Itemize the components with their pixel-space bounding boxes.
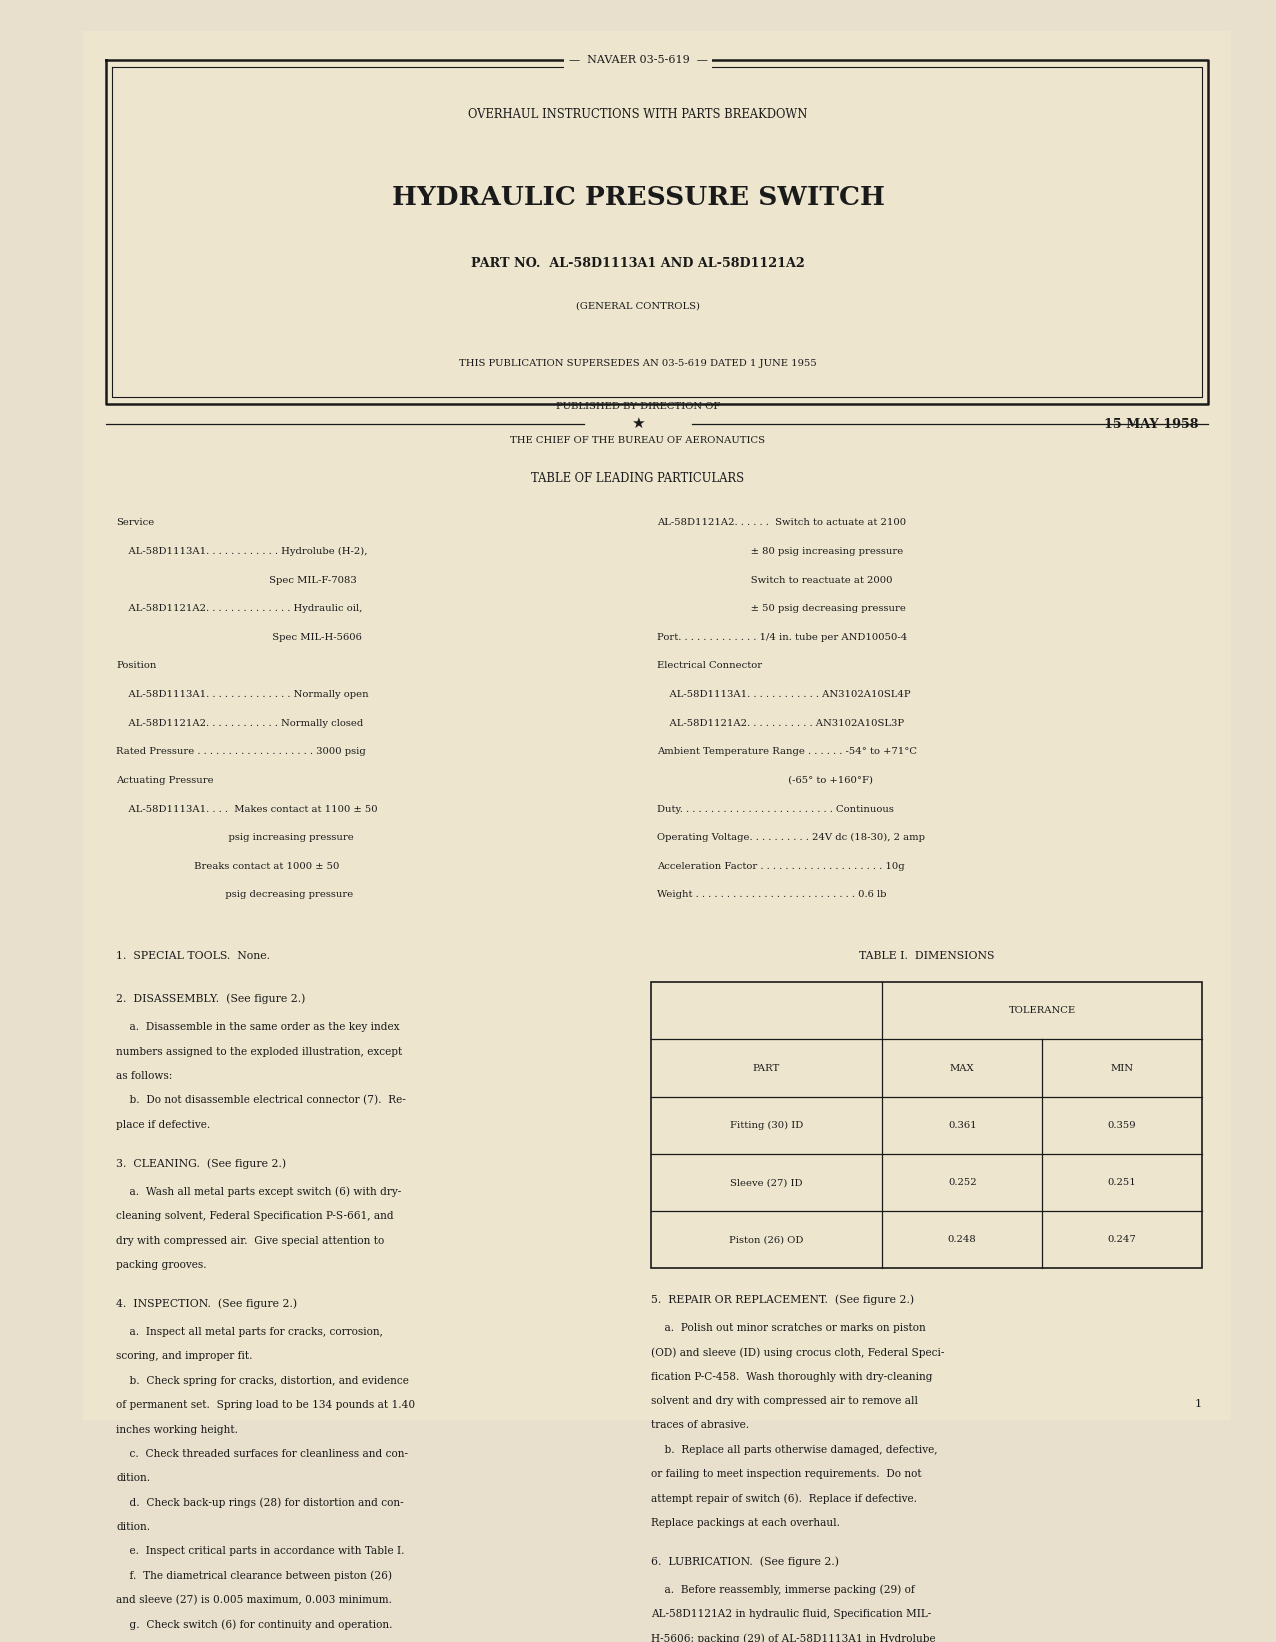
Text: traces of abrasive.: traces of abrasive. <box>651 1420 749 1430</box>
Text: Sleeve (27) ID: Sleeve (27) ID <box>730 1177 803 1187</box>
Text: numbers assigned to the exploded illustration, except: numbers assigned to the exploded illustr… <box>116 1046 402 1056</box>
Text: Operating Voltage. . . . . . . . . . 24V dc (18-30), 2 amp: Operating Voltage. . . . . . . . . . 24V… <box>657 832 925 842</box>
Text: Actuating Pressure: Actuating Pressure <box>116 777 214 785</box>
Text: 3.  CLEANING.  (See figure 2.): 3. CLEANING. (See figure 2.) <box>116 1158 286 1169</box>
Text: (OD) and sleeve (ID) using crocus cloth, Federal Speci-: (OD) and sleeve (ID) using crocus cloth,… <box>651 1346 944 1358</box>
Text: e.  Inspect critical parts in accordance with Table I.: e. Inspect critical parts in accordance … <box>116 1547 404 1557</box>
Text: AL-58D1121A2 in hydraulic fluid, Specification MIL-: AL-58D1121A2 in hydraulic fluid, Specifi… <box>651 1609 931 1619</box>
Text: OVERHAUL INSTRUCTIONS WITH PARTS BREAKDOWN: OVERHAUL INSTRUCTIONS WITH PARTS BREAKDO… <box>468 108 808 122</box>
Text: 0.251: 0.251 <box>1108 1177 1137 1187</box>
Text: AL-58D1113A1. . . . . . . . . . . . Hydrolube (H-2),: AL-58D1113A1. . . . . . . . . . . . Hydr… <box>116 547 367 557</box>
Text: PART: PART <box>753 1064 780 1072</box>
Text: 0.359: 0.359 <box>1108 1121 1137 1130</box>
Text: a.  Disassemble in the same order as the key index: a. Disassemble in the same order as the … <box>116 1023 399 1033</box>
Text: fication P-C-458.  Wash thoroughly with dry-cleaning: fication P-C-458. Wash thoroughly with d… <box>651 1371 933 1381</box>
Text: (GENERAL CONTROLS): (GENERAL CONTROLS) <box>575 302 701 310</box>
Text: 4.  INSPECTION.  (See figure 2.): 4. INSPECTION. (See figure 2.) <box>116 1299 297 1309</box>
Text: Electrical Connector: Electrical Connector <box>657 662 762 670</box>
Text: dry with compressed air.  Give special attention to: dry with compressed air. Give special at… <box>116 1235 384 1246</box>
Text: Replace packings at each overhaul.: Replace packings at each overhaul. <box>651 1517 840 1527</box>
Text: Acceleration Factor . . . . . . . . . . . . . . . . . . . . 10g: Acceleration Factor . . . . . . . . . . … <box>657 862 905 870</box>
Text: H-5606; packing (29) of AL-58D1113A1 in Hydrolube: H-5606; packing (29) of AL-58D1113A1 in … <box>651 1634 935 1642</box>
Text: Spec MIL-F-7083: Spec MIL-F-7083 <box>116 576 357 585</box>
Text: THE CHIEF OF THE BUREAU OF AERONAUTICS: THE CHIEF OF THE BUREAU OF AERONAUTICS <box>510 437 766 445</box>
Text: ★: ★ <box>632 417 644 432</box>
Text: 0.361: 0.361 <box>948 1121 976 1130</box>
Text: Position: Position <box>116 662 157 670</box>
Text: attempt repair of switch (6).  Replace if defective.: attempt repair of switch (6). Replace if… <box>651 1493 916 1504</box>
Text: AL-58D1121A2. . . . . . . . . . . . Normally closed: AL-58D1121A2. . . . . . . . . . . . Norm… <box>116 719 364 727</box>
Text: —  NAVAER 03-5-619  —: — NAVAER 03-5-619 — <box>569 56 707 66</box>
Text: and sleeve (27) is 0.005 maximum, 0.003 minimum.: and sleeve (27) is 0.005 maximum, 0.003 … <box>116 1594 392 1606</box>
Text: c.  Check threaded surfaces for cleanliness and con-: c. Check threaded surfaces for cleanline… <box>116 1448 408 1458</box>
Text: psig decreasing pressure: psig decreasing pressure <box>116 890 353 900</box>
Text: 0.252: 0.252 <box>948 1177 976 1187</box>
Text: packing grooves.: packing grooves. <box>116 1259 207 1269</box>
Text: Piston (26) OD: Piston (26) OD <box>730 1235 804 1245</box>
Text: dition.: dition. <box>116 1473 151 1483</box>
Text: g.  Check switch (6) for continuity and operation.: g. Check switch (6) for continuity and o… <box>116 1619 393 1631</box>
Text: AL-58D1121A2. . . . . .  Switch to actuate at 2100: AL-58D1121A2. . . . . . Switch to actuat… <box>657 519 906 527</box>
Text: 1: 1 <box>1194 1399 1202 1409</box>
Text: scoring, and improper fit.: scoring, and improper fit. <box>116 1351 253 1361</box>
Text: AL-58D1121A2. . . . . . . . . . . . . . Hydraulic oil,: AL-58D1121A2. . . . . . . . . . . . . . … <box>116 604 362 612</box>
Text: as follows:: as follows: <box>116 1071 172 1080</box>
Text: cleaning solvent, Federal Specification P-S-661, and: cleaning solvent, Federal Specification … <box>116 1212 394 1222</box>
Text: place if defective.: place if defective. <box>116 1120 211 1130</box>
Text: AL-58D1113A1. . . . . . . . . . . . AN3102A10SL4P: AL-58D1113A1. . . . . . . . . . . . AN31… <box>657 690 911 699</box>
Text: ± 80 psig increasing pressure: ± 80 psig increasing pressure <box>657 547 903 557</box>
Text: 1.  SPECIAL TOOLS.  None.: 1. SPECIAL TOOLS. None. <box>116 951 271 961</box>
Text: TABLE OF LEADING PARTICULARS: TABLE OF LEADING PARTICULARS <box>531 471 745 484</box>
Text: psig increasing pressure: psig increasing pressure <box>116 832 353 842</box>
Text: PUBLISHED BY DIRECTION OF: PUBLISHED BY DIRECTION OF <box>556 402 720 410</box>
Text: 6.  LUBRICATION.  (See figure 2.): 6. LUBRICATION. (See figure 2.) <box>651 1557 838 1566</box>
Text: a.  Polish out minor scratches or marks on piston: a. Polish out minor scratches or marks o… <box>651 1323 925 1333</box>
Text: Ambient Temperature Range . . . . . . -54° to +71°C: Ambient Temperature Range . . . . . . -5… <box>657 747 917 757</box>
Text: Fitting (30) ID: Fitting (30) ID <box>730 1121 803 1130</box>
Text: TABLE I.  DIMENSIONS: TABLE I. DIMENSIONS <box>859 951 994 961</box>
Text: a.  Wash all metal parts except switch (6) with dry-: a. Wash all metal parts except switch (6… <box>116 1187 402 1197</box>
Text: Spec MIL-H-5606: Spec MIL-H-5606 <box>116 632 362 642</box>
Text: b.  Check spring for cracks, distortion, and evidence: b. Check spring for cracks, distortion, … <box>116 1376 410 1386</box>
Text: 15 MAY 1958: 15 MAY 1958 <box>1104 419 1198 432</box>
Text: Duty. . . . . . . . . . . . . . . . . . . . . . . . . Continuous: Duty. . . . . . . . . . . . . . . . . . … <box>657 805 894 813</box>
Text: inches working height.: inches working height. <box>116 1425 239 1435</box>
Text: HYDRAULIC PRESSURE SWITCH: HYDRAULIC PRESSURE SWITCH <box>392 186 884 210</box>
Text: a.  Before reassembly, immerse packing (29) of: a. Before reassembly, immerse packing (2… <box>651 1585 915 1596</box>
Text: 2.  DISASSEMBLY.  (See figure 2.): 2. DISASSEMBLY. (See figure 2.) <box>116 993 305 1005</box>
Text: 0.247: 0.247 <box>1108 1235 1137 1245</box>
Text: MIN: MIN <box>1110 1064 1133 1072</box>
Text: of permanent set.  Spring load to be 134 pounds at 1.40: of permanent set. Spring load to be 134 … <box>116 1401 415 1410</box>
Text: Weight . . . . . . . . . . . . . . . . . . . . . . . . . . 0.6 lb: Weight . . . . . . . . . . . . . . . . .… <box>657 890 887 900</box>
Text: AL-58D1113A1. . . . . . . . . . . . . . Normally open: AL-58D1113A1. . . . . . . . . . . . . . … <box>116 690 369 699</box>
Text: TOLERANCE: TOLERANCE <box>1008 1007 1076 1015</box>
Text: Rated Pressure . . . . . . . . . . . . . . . . . . . 3000 psig: Rated Pressure . . . . . . . . . . . . .… <box>116 747 366 757</box>
Text: d.  Check back-up rings (28) for distortion and con-: d. Check back-up rings (28) for distorti… <box>116 1498 403 1507</box>
Text: 5.  REPAIR OR REPLACEMENT.  (See figure 2.): 5. REPAIR OR REPLACEMENT. (See figure 2.… <box>651 1294 914 1305</box>
Text: or failing to meet inspection requirements.  Do not: or failing to meet inspection requiremen… <box>651 1470 921 1479</box>
Text: a.  Inspect all metal parts for cracks, corrosion,: a. Inspect all metal parts for cracks, c… <box>116 1327 383 1337</box>
Text: AL-58D1113A1. . . .  Makes contact at 1100 ± 50: AL-58D1113A1. . . . Makes contact at 110… <box>116 805 378 813</box>
Text: b.  Replace all parts otherwise damaged, defective,: b. Replace all parts otherwise damaged, … <box>651 1445 938 1455</box>
Text: (-65° to +160°F): (-65° to +160°F) <box>657 777 873 785</box>
Text: ± 50 psig decreasing pressure: ± 50 psig decreasing pressure <box>657 604 906 612</box>
Text: MAX: MAX <box>949 1064 975 1072</box>
Text: Breaks contact at 1000 ± 50: Breaks contact at 1000 ± 50 <box>116 862 339 870</box>
Text: PART NO.  AL-58D1113A1 AND AL-58D1121A2: PART NO. AL-58D1113A1 AND AL-58D1121A2 <box>471 256 805 269</box>
Text: solvent and dry with compressed air to remove all: solvent and dry with compressed air to r… <box>651 1396 917 1406</box>
Text: f.  The diametrical clearance between piston (26): f. The diametrical clearance between pis… <box>116 1570 392 1581</box>
Text: Switch to reactuate at 2000: Switch to reactuate at 2000 <box>657 576 893 585</box>
Text: 0.248: 0.248 <box>948 1235 976 1245</box>
Text: AL-58D1121A2. . . . . . . . . . . AN3102A10SL3P: AL-58D1121A2. . . . . . . . . . . AN3102… <box>657 719 905 727</box>
Text: dition.: dition. <box>116 1522 151 1532</box>
FancyBboxPatch shape <box>83 31 1231 1420</box>
Text: b.  Do not disassemble electrical connector (7).  Re-: b. Do not disassemble electrical connect… <box>116 1095 406 1105</box>
Text: Port. . . . . . . . . . . . . 1/4 in. tube per AND10050-4: Port. . . . . . . . . . . . . 1/4 in. tu… <box>657 632 907 642</box>
Text: THIS PUBLICATION SUPERSEDES AN 03-5-619 DATED 1 JUNE 1955: THIS PUBLICATION SUPERSEDES AN 03-5-619 … <box>459 360 817 368</box>
Text: Service: Service <box>116 519 154 527</box>
